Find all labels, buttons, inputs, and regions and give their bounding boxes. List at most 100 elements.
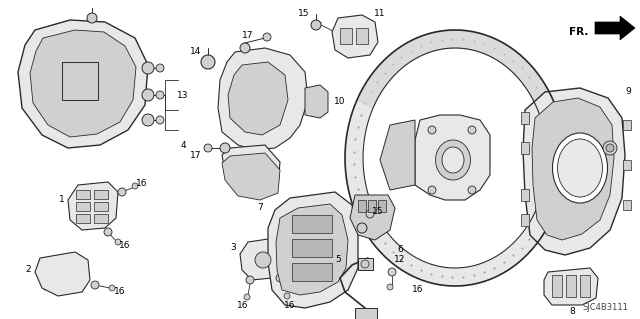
Polygon shape (276, 204, 348, 295)
Bar (521, 112, 529, 124)
Circle shape (156, 91, 164, 99)
Text: 10: 10 (334, 98, 346, 107)
Bar (94, 190, 108, 199)
Bar (521, 142, 529, 154)
Circle shape (132, 183, 138, 189)
Circle shape (276, 274, 284, 282)
Bar (94, 214, 108, 223)
Circle shape (263, 33, 271, 41)
Text: SJC4B3111: SJC4B3111 (582, 303, 628, 312)
Ellipse shape (435, 140, 470, 180)
Text: 16: 16 (115, 287, 125, 296)
Text: 11: 11 (374, 9, 386, 18)
Polygon shape (532, 98, 614, 240)
Polygon shape (228, 62, 288, 135)
Polygon shape (30, 30, 136, 137)
Circle shape (115, 239, 121, 245)
Text: 16: 16 (412, 286, 424, 294)
Circle shape (357, 223, 367, 233)
Circle shape (104, 228, 112, 236)
Bar (358, 258, 373, 270)
Polygon shape (305, 85, 328, 118)
Bar (623, 200, 631, 210)
Polygon shape (380, 120, 415, 190)
Bar (368, 200, 376, 212)
Bar (552, 275, 562, 297)
Bar (76, 202, 90, 211)
Bar (580, 275, 590, 297)
Bar (292, 239, 332, 257)
Bar (94, 202, 108, 211)
Circle shape (201, 55, 215, 69)
Circle shape (91, 281, 99, 289)
Text: 17: 17 (243, 31, 253, 40)
Bar (292, 263, 332, 281)
Text: 1: 1 (59, 196, 65, 204)
Text: 16: 16 (136, 179, 148, 188)
Circle shape (468, 186, 476, 194)
Polygon shape (357, 30, 553, 108)
Text: 4: 4 (180, 140, 186, 150)
Circle shape (204, 144, 212, 152)
Circle shape (220, 143, 230, 153)
Circle shape (387, 284, 393, 290)
Polygon shape (350, 195, 395, 240)
Text: 2: 2 (25, 265, 31, 275)
Text: 7: 7 (257, 204, 263, 212)
Polygon shape (363, 48, 547, 268)
Text: 8: 8 (569, 308, 575, 316)
Circle shape (240, 43, 250, 53)
Polygon shape (415, 115, 490, 200)
Text: 16: 16 (119, 241, 131, 250)
Circle shape (388, 268, 396, 276)
Circle shape (603, 141, 617, 155)
Polygon shape (18, 20, 148, 148)
Polygon shape (345, 30, 565, 286)
Text: 12: 12 (394, 256, 406, 264)
Circle shape (142, 62, 154, 74)
Circle shape (468, 126, 476, 134)
Text: FR.: FR. (568, 27, 588, 37)
Text: 16: 16 (237, 301, 249, 310)
Ellipse shape (442, 147, 464, 173)
Bar (358, 200, 366, 212)
Circle shape (142, 114, 154, 126)
Circle shape (311, 20, 321, 30)
Polygon shape (332, 15, 378, 58)
Polygon shape (523, 88, 625, 255)
Bar (356, 28, 368, 44)
Circle shape (428, 126, 436, 134)
Text: 14: 14 (190, 48, 202, 56)
Bar (521, 214, 529, 226)
Text: 15: 15 (372, 207, 384, 217)
Circle shape (366, 210, 374, 218)
Bar (355, 308, 377, 319)
Circle shape (428, 186, 436, 194)
Polygon shape (218, 48, 308, 150)
Polygon shape (222, 153, 280, 200)
Polygon shape (544, 268, 598, 305)
Polygon shape (595, 16, 635, 40)
Bar (378, 200, 386, 212)
Bar (623, 120, 631, 130)
Bar (566, 275, 576, 297)
Bar (521, 189, 529, 201)
Circle shape (87, 13, 97, 23)
Circle shape (156, 116, 164, 124)
Circle shape (246, 276, 254, 284)
Circle shape (284, 293, 290, 299)
Text: 9: 9 (625, 87, 631, 97)
Polygon shape (268, 192, 358, 308)
Bar (340, 28, 352, 44)
Circle shape (255, 252, 271, 268)
Circle shape (244, 294, 250, 300)
Polygon shape (222, 145, 280, 192)
Circle shape (109, 285, 115, 291)
Circle shape (606, 144, 614, 152)
Ellipse shape (552, 133, 607, 203)
Bar (76, 214, 90, 223)
Ellipse shape (557, 139, 602, 197)
Bar (76, 190, 90, 199)
Text: 5: 5 (335, 256, 341, 264)
Text: 16: 16 (284, 300, 296, 309)
